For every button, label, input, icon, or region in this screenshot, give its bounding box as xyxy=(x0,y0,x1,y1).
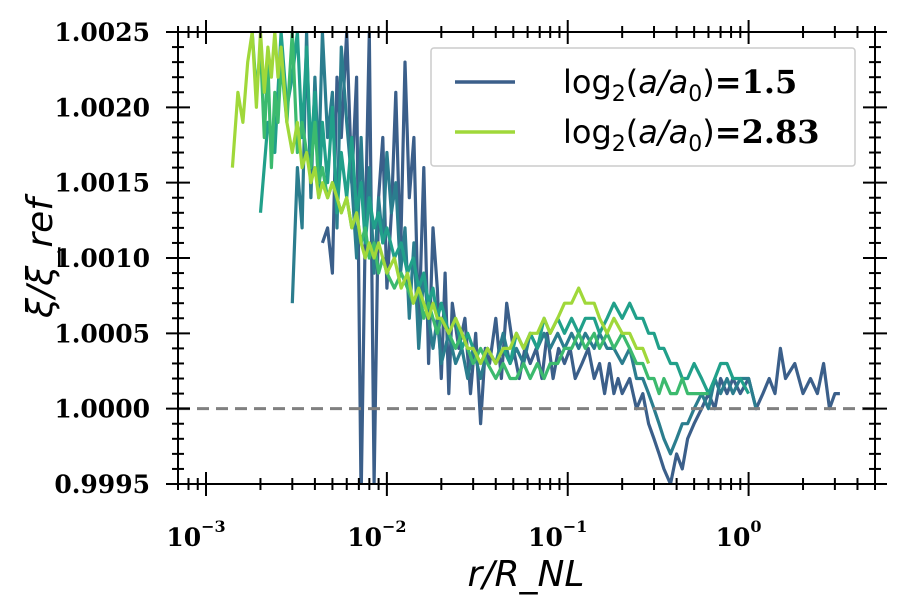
legend: log2(a/a0)=1.5 log2(a/a0)=2.83 xyxy=(430,47,856,167)
x-tick-label-1: 10−3 xyxy=(166,517,225,552)
tick-layer xyxy=(166,20,887,496)
x-tick-label-3: 10−1 xyxy=(528,517,587,552)
series-line-1 xyxy=(320,32,840,484)
y-tick-label-5: 1.0015 xyxy=(54,169,150,198)
x-tick-label-4: 100 xyxy=(716,517,762,552)
legend-box xyxy=(430,47,856,167)
y-tick-label-1: 0.9995 xyxy=(54,470,150,499)
y-tick-label-7: 1.0025 xyxy=(54,18,150,47)
series-layer xyxy=(230,32,840,484)
y-axis-label-main: ξ/ξ_ref xyxy=(20,193,61,319)
series-line-5 xyxy=(230,32,651,366)
x-axis-label-main: r/R_NL xyxy=(468,554,585,595)
x-tick-label-2: 10−2 xyxy=(347,517,406,552)
y-tick-label-3: 1.0005 xyxy=(54,319,150,348)
y-tick-label-6: 1.0020 xyxy=(54,93,150,122)
tick-label-layer: 0.9995 1.0000 1.0005 1.0010 1.0015 1.0020 1.00… xyxy=(54,18,761,552)
legend-label-1: log2(a/a0)=1.5 xyxy=(563,63,797,107)
x-axis-label: r/R_NL xyxy=(468,554,585,595)
y-axis-label: ξ/ξ_ref xyxy=(20,193,61,319)
legend-label-2: log2(a/a0)=2.83 xyxy=(563,113,820,157)
y-tick-label-4: 1.0010 xyxy=(54,244,150,273)
y-tick-label-2: 1.0000 xyxy=(54,395,150,424)
